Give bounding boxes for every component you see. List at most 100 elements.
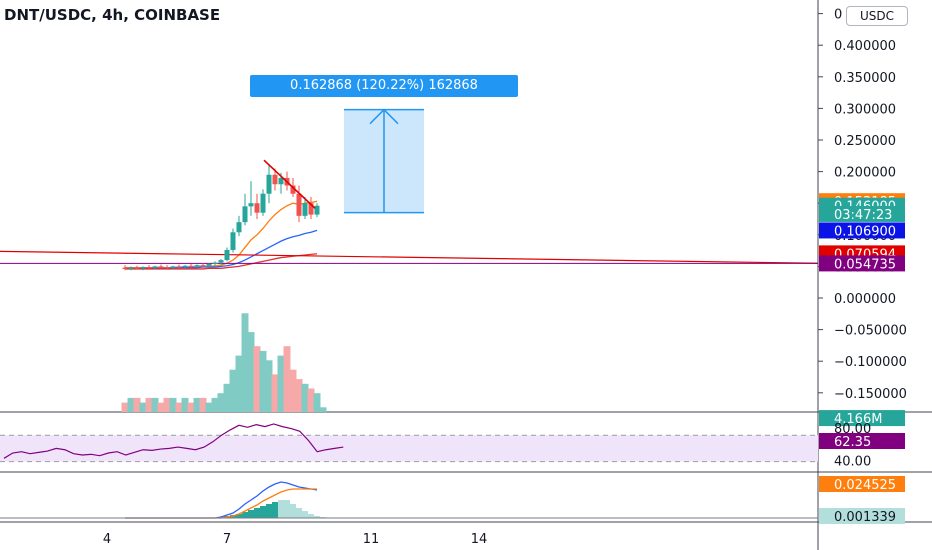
macd-histogram-bar	[266, 504, 272, 518]
price-tick-label: 0.350000	[834, 71, 896, 86]
macd-histogram-bar	[284, 500, 290, 518]
price-tick-label: −0.150000	[834, 387, 907, 402]
volume-bar	[121, 402, 129, 412]
macd-histogram-bar	[242, 512, 248, 518]
candle-body	[152, 266, 158, 268]
candle-body	[182, 265, 188, 268]
rsi-badge	[819, 433, 905, 449]
candle-body	[128, 267, 134, 269]
price-tick-label: 0.250000	[834, 134, 896, 149]
price-badge-label: 0.054735	[834, 257, 896, 272]
volume-bar	[193, 397, 201, 412]
price-tick-label: −0.050000	[834, 324, 907, 339]
rsi-badge-label: 62.35	[834, 435, 871, 450]
candle-body	[266, 174, 272, 194]
candle-body	[278, 177, 284, 185]
macd-histogram-bar	[272, 502, 278, 518]
volume-bar	[145, 397, 153, 412]
macd-histogram-bar	[254, 508, 260, 518]
volume-bar	[211, 397, 219, 412]
candle-body	[242, 206, 248, 223]
price-badge-label: 03:47:23	[834, 208, 892, 223]
price-badge-label: 0.106900	[834, 224, 896, 239]
price-tick-label: 0.300000	[834, 102, 896, 117]
moving-average-line	[125, 253, 318, 270]
drawn-trendline	[263, 159, 316, 209]
macd-histogram-bar	[248, 510, 254, 518]
candle-body	[230, 232, 236, 250]
rsi-lower-label: 40.00	[834, 455, 871, 470]
macd-badge-label: 0.024525	[834, 478, 896, 493]
volume-bar	[169, 397, 177, 412]
volume-bar	[307, 388, 315, 412]
price-tick-label: 0.400000	[834, 39, 896, 54]
volume-bar	[181, 397, 189, 412]
macd-badge	[819, 476, 905, 492]
candle-body	[248, 203, 254, 207]
price-tick-label: 0.200000	[834, 166, 896, 181]
moving-average-line	[125, 200, 318, 269]
volume-bar	[265, 360, 273, 412]
rsi-band	[0, 435, 818, 462]
macd-histogram-bar	[278, 500, 284, 518]
macd-histogram-bar	[308, 514, 314, 518]
volume-bar	[133, 397, 141, 412]
candle-body	[254, 203, 260, 213]
volume-bar	[205, 402, 213, 412]
price-badge-label: 4.166M	[834, 412, 882, 427]
price-badge	[819, 205, 905, 222]
volume-bar	[271, 374, 279, 412]
volume-bar	[157, 402, 165, 412]
volume-bar	[163, 397, 171, 412]
volume-bar	[319, 407, 327, 412]
candle-body	[296, 193, 302, 216]
volume-bar	[151, 397, 159, 412]
candle-body	[260, 193, 266, 213]
price-badge	[819, 255, 905, 272]
volume-bar	[289, 369, 297, 412]
candle-body	[164, 267, 170, 269]
price-badge	[819, 410, 905, 427]
volume-bar	[229, 369, 237, 412]
macd-histogram-bar	[236, 514, 242, 518]
volume-bar	[217, 393, 225, 412]
candle-body	[206, 263, 212, 266]
volume-bar	[175, 402, 183, 412]
macd-histogram-bar	[260, 506, 266, 518]
candle-body	[140, 267, 146, 269]
candle-body	[212, 262, 218, 264]
time-tick-label: 4	[103, 532, 111, 547]
volume-bar	[283, 346, 291, 412]
time-tick-label: 11	[363, 532, 380, 547]
price-tick-label: 0	[834, 8, 842, 23]
candle-body	[290, 185, 296, 194]
candle-body	[170, 266, 176, 268]
volume-bar	[235, 355, 243, 412]
volume-bar	[301, 383, 309, 412]
rsi-line	[3, 423, 344, 459]
macd-histogram-bar	[290, 504, 296, 518]
symbol-title: DNT/USDC, 4h, COINBASE	[4, 6, 221, 24]
volume-bar	[313, 393, 321, 412]
volume-bar	[139, 402, 147, 412]
macd-histogram-bar	[302, 511, 308, 518]
candle-body	[194, 265, 200, 267]
candle-body	[302, 203, 308, 216]
macd-hist-badge-label: 0.001339	[834, 510, 896, 525]
volume-bar	[277, 355, 285, 412]
volume-bar	[127, 397, 135, 412]
currency-button[interactable]: USDC	[846, 6, 908, 26]
candle-body	[122, 267, 128, 269]
candle-body	[146, 267, 152, 269]
candle-body	[200, 265, 206, 267]
price-badge	[819, 222, 905, 239]
candle-body	[236, 222, 242, 233]
volume-bar	[241, 313, 249, 412]
trend-line-red	[0, 250, 819, 264]
candle-body	[224, 249, 230, 261]
candle-body	[314, 205, 320, 215]
candle-body	[188, 265, 194, 267]
measure-arrow-head	[369, 108, 399, 125]
volume-bar	[199, 397, 207, 412]
